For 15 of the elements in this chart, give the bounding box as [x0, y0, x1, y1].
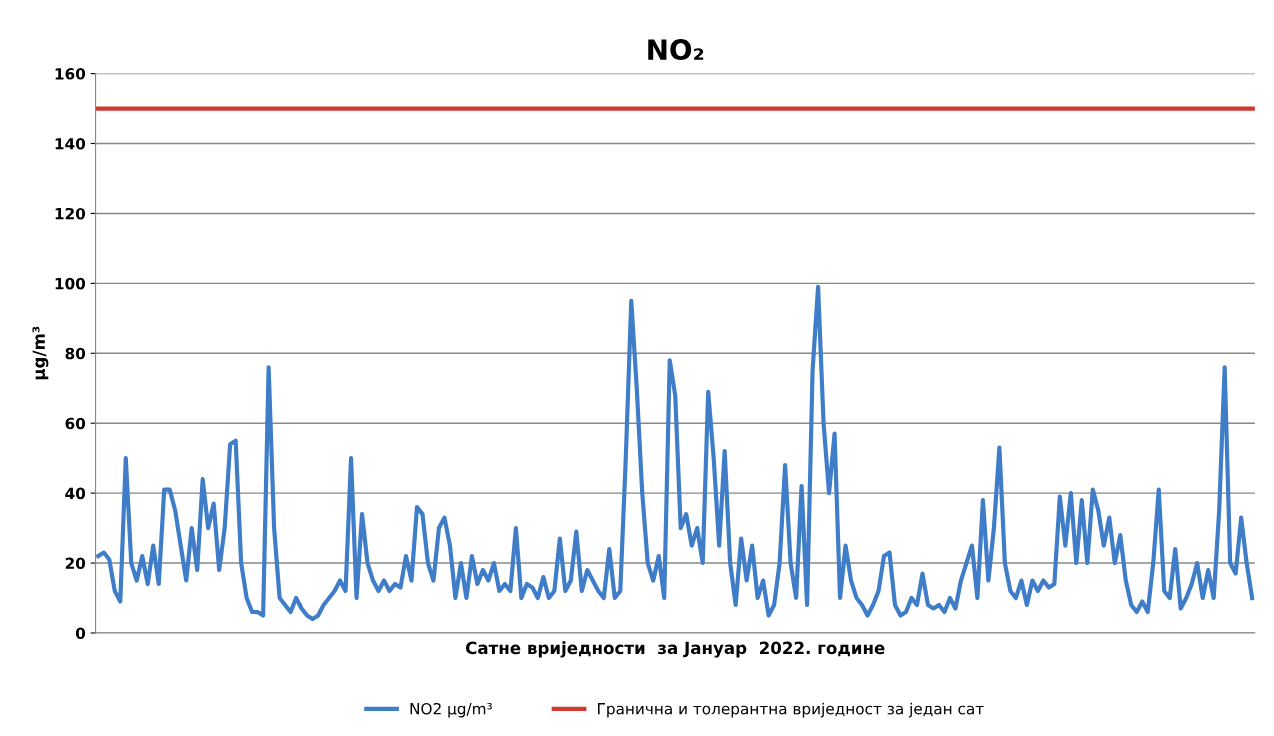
y-tick-label: 160 — [55, 68, 86, 80]
y-axis-title: µg/m³ — [32, 326, 49, 380]
x-axis-title: Сатне вриједности за Јануар 2022. године — [465, 641, 885, 658]
legend-label: NO2 µg/m³ — [410, 702, 492, 718]
chart-title: NO₂ — [648, 39, 704, 61]
y-tick-label: 140 — [55, 137, 86, 150]
y-tick-label: 100 — [55, 277, 86, 290]
legend-label: Гранична и толерантна вриједност за један сат — [598, 702, 984, 718]
y-tick-label: 0 — [75, 627, 86, 639]
y-tick-label: 60 — [65, 417, 86, 430]
y-tick-label: 80 — [65, 347, 86, 360]
y-tick-label: 20 — [65, 557, 86, 570]
y-tick-label: 40 — [65, 487, 86, 500]
y-tick-label: 120 — [55, 207, 86, 220]
line-series — [96, 284, 1255, 622]
